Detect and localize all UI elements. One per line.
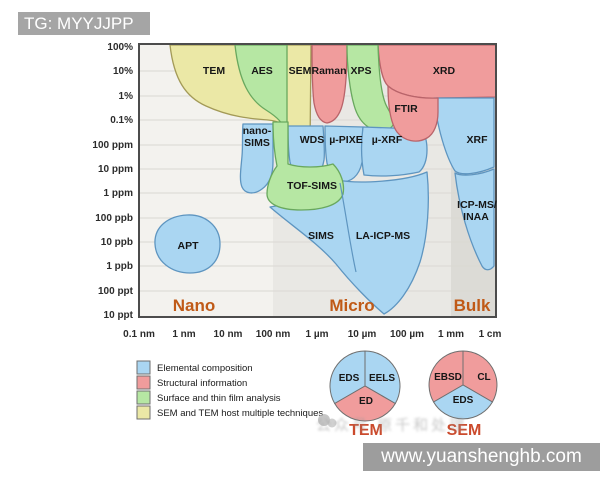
label-la-icp-ms: LA-ICP-MS bbox=[356, 230, 410, 242]
tem-pie-slice-eds bbox=[329, 350, 366, 405]
y-tick: 100 ppb bbox=[95, 213, 133, 224]
sem-pie-label-cl: CL bbox=[477, 372, 490, 383]
y-tick: 100 ppm bbox=[92, 140, 133, 151]
x-axis-ticks: 0.1 nm 1 nm 10 nm 100 nm 1 µm 10 µm 100 … bbox=[123, 329, 501, 340]
x-tick: 10 nm bbox=[214, 329, 243, 340]
y-axis-ticks: 100% 10% 1% 0.1% 100 ppm 10 ppm 1 ppm 10… bbox=[92, 42, 133, 321]
label-xps: XPS bbox=[350, 65, 371, 77]
x-tick: 10 µm bbox=[348, 329, 377, 340]
y-tick: 100 ppt bbox=[98, 286, 134, 297]
y-tick: 1 ppb bbox=[106, 261, 133, 272]
label-icp-ms-line2: INAA bbox=[463, 211, 489, 223]
label-xrf: XRF bbox=[467, 134, 489, 146]
label-wds: WDS bbox=[300, 134, 325, 146]
x-tick: 100 nm bbox=[256, 329, 291, 340]
region-apt bbox=[154, 214, 221, 274]
region-ftir bbox=[387, 85, 439, 142]
legend-label-surface: Surface and thin film analysis bbox=[157, 393, 281, 404]
label-sem: SEM bbox=[289, 65, 312, 77]
legend-swatch-elemental bbox=[136, 360, 151, 375]
sem-pie-title: SEM bbox=[447, 422, 482, 439]
legend-label-structural: Structural information bbox=[157, 378, 247, 389]
zone-micro: Micro bbox=[329, 296, 374, 315]
zone-labels: Nano Micro Bulk bbox=[173, 296, 491, 315]
y-tick: 0.1% bbox=[110, 115, 133, 126]
legend: Elemental composition Structural informa… bbox=[136, 360, 323, 420]
sem-pie-label-eds: EDS bbox=[453, 395, 474, 406]
label-nano-sims-line1: nano- bbox=[243, 125, 272, 137]
label-apt: APT bbox=[178, 240, 200, 252]
technique-regions bbox=[154, 44, 497, 315]
label-nano-sims-line2: SIMS bbox=[244, 137, 270, 149]
legend-swatch-structural bbox=[136, 375, 151, 390]
y-tick: 10 ppm bbox=[98, 164, 133, 175]
x-tick: 100 µm bbox=[390, 329, 424, 340]
label-raman: Raman bbox=[311, 65, 346, 77]
x-tick: 1 µm bbox=[306, 329, 329, 340]
label-tem: TEM bbox=[203, 65, 225, 77]
zone-nano: Nano bbox=[173, 296, 216, 315]
label-aes: AES bbox=[251, 65, 273, 77]
y-tick: 10% bbox=[113, 66, 133, 77]
tem-pie-label-eds: EDS bbox=[339, 373, 360, 384]
region-raman bbox=[311, 44, 348, 124]
tem-pie-label-ed: ED bbox=[359, 396, 373, 407]
label-sims: SIMS bbox=[308, 230, 334, 242]
legend-swatch-sem-tem bbox=[136, 405, 151, 420]
x-tick: 1 nm bbox=[172, 329, 195, 340]
tem-pie-title: TEM bbox=[349, 422, 383, 439]
region-icp-ms-inaa bbox=[454, 168, 495, 271]
plot-border bbox=[138, 43, 497, 318]
y-tick: 1 ppm bbox=[104, 188, 134, 199]
sem-pie-slice-ebsd bbox=[428, 350, 464, 403]
y-tick: 100% bbox=[107, 42, 133, 53]
sem-pie-label-ebsd: EBSD bbox=[434, 372, 462, 383]
y-tick: 10 ppt bbox=[104, 310, 134, 321]
label-mu-xrf: µ-XRF bbox=[372, 134, 403, 146]
sims-la-boundary-line bbox=[339, 182, 357, 273]
legend-label-elemental: Elemental composition bbox=[157, 363, 253, 374]
label-tof-sims: TOF-SIMS bbox=[287, 180, 337, 192]
y-tick: 10 ppb bbox=[101, 237, 133, 248]
x-tick: 1 mm bbox=[438, 329, 464, 340]
telegram-badge: TG: MYYJJPP bbox=[18, 12, 150, 35]
sem-pie-chart: EBSD CL EDS SEM bbox=[428, 350, 498, 439]
website-bar: www.yuanshenghb.com bbox=[363, 443, 600, 471]
label-mu-pixe: µ-PIXE bbox=[329, 134, 362, 146]
zone-bulk: Bulk bbox=[454, 296, 491, 315]
x-tick: 0.1 nm bbox=[123, 329, 155, 340]
label-icp-ms-line1: ICP-MS/ bbox=[457, 199, 497, 211]
sem-pie-slice-eds bbox=[432, 384, 494, 420]
sem-pie-slice-cl bbox=[462, 350, 498, 403]
tem-pie-slice-ed bbox=[334, 385, 396, 422]
y-tick: 1% bbox=[119, 91, 134, 102]
label-ftir: FTIR bbox=[394, 103, 418, 115]
legend-label-sem-tem: SEM and TEM host multiple techniques bbox=[157, 408, 323, 419]
label-xrd: XRD bbox=[433, 65, 456, 77]
region-xrf bbox=[433, 97, 495, 175]
tem-pie-chart: EDS EELS ED TEM bbox=[329, 350, 401, 439]
technique-labels: TEM AES SEM Raman XPS XRD FTIR nano- SIM… bbox=[178, 65, 497, 252]
region-tof-sims bbox=[266, 121, 345, 211]
legend-swatch-surface bbox=[136, 390, 151, 405]
tem-pie-label-eels: EELS bbox=[369, 373, 395, 384]
tem-pie-slice-eels bbox=[364, 350, 401, 405]
x-tick: 1 cm bbox=[479, 329, 502, 340]
